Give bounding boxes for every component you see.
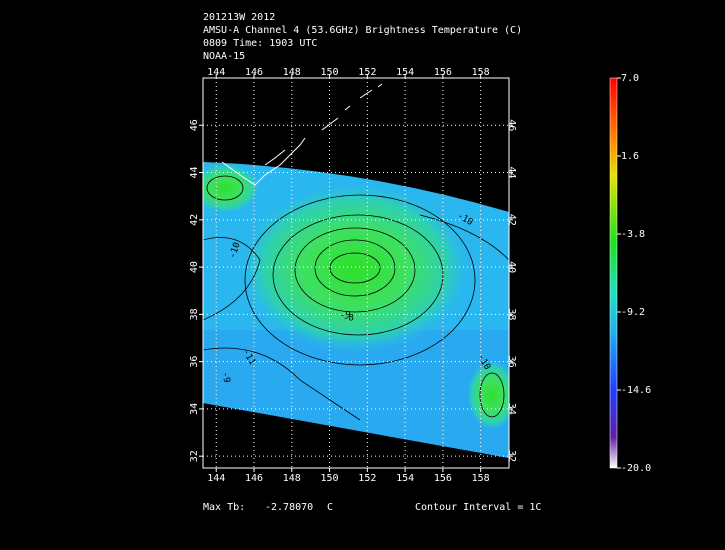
colorbar-label: -14.6 (621, 385, 651, 396)
max-label: Max Tb: (203, 502, 245, 513)
contour-label: -9 (340, 311, 351, 321)
max-value: -2.78070 (265, 502, 313, 513)
lon-label: 154 (396, 67, 414, 78)
colorbar-label: -3.8 (621, 229, 645, 240)
lat-label: 40 (189, 261, 200, 273)
lat-label: 40 (506, 261, 517, 273)
lon-label: 158 (472, 67, 490, 78)
brightness-field (203, 162, 509, 458)
lon-label: 146 (245, 67, 263, 78)
header-line: 201213W 2012 (203, 12, 275, 23)
lat-label: 46 (506, 119, 517, 131)
map-frame (202, 77, 510, 469)
colorbar-label: 7.0 (621, 73, 639, 84)
lon-label: 144 (207, 473, 225, 484)
lon-label: 156 (434, 473, 452, 484)
lon-label: 148 (283, 67, 301, 78)
lat-label: 32 (189, 450, 200, 462)
lon-label: 156 (434, 67, 452, 78)
lon-label: 144 (207, 67, 225, 78)
contour-label: -9 (220, 371, 232, 383)
lat-label: 38 (189, 308, 200, 320)
colorbar-label: -20.0 (621, 463, 651, 474)
lon-label: 152 (358, 473, 376, 484)
colorbar (609, 77, 618, 469)
colorbar-label: -9.2 (621, 307, 645, 318)
lat-label: 42 (189, 214, 200, 226)
lon-label: 148 (283, 473, 301, 484)
header-line: 0809 Time: 1903 UTC (203, 38, 317, 49)
lon-label: 154 (396, 473, 414, 484)
lat-label: 34 (189, 403, 200, 415)
contour-interval: Contour Interval = 1C (415, 502, 541, 513)
lat-label: 34 (506, 403, 517, 415)
lon-label: 146 (245, 473, 263, 484)
colorbar-label: 1.6 (621, 151, 639, 162)
header-line: AMSU-A Channel 4 (53.6GHz) Brightness Te… (203, 25, 522, 36)
lat-label: 44 (506, 167, 517, 179)
lat-label: 44 (189, 167, 200, 179)
lon-label: 158 (472, 473, 490, 484)
lat-label: 32 (506, 450, 517, 462)
lat-label: 38 (506, 308, 517, 320)
lat-label: 46 (189, 119, 200, 131)
lat-label: 36 (189, 356, 200, 368)
lon-label: 150 (321, 67, 339, 78)
lon-label: 152 (358, 67, 376, 78)
max-unit: C (327, 502, 333, 513)
coastline (221, 83, 383, 186)
header-line: NOAA-15 (203, 51, 245, 62)
lat-label: 42 (506, 214, 517, 226)
lat-label: 36 (506, 356, 517, 368)
lon-label: 150 (321, 473, 339, 484)
contour-label: -8 (343, 314, 354, 324)
